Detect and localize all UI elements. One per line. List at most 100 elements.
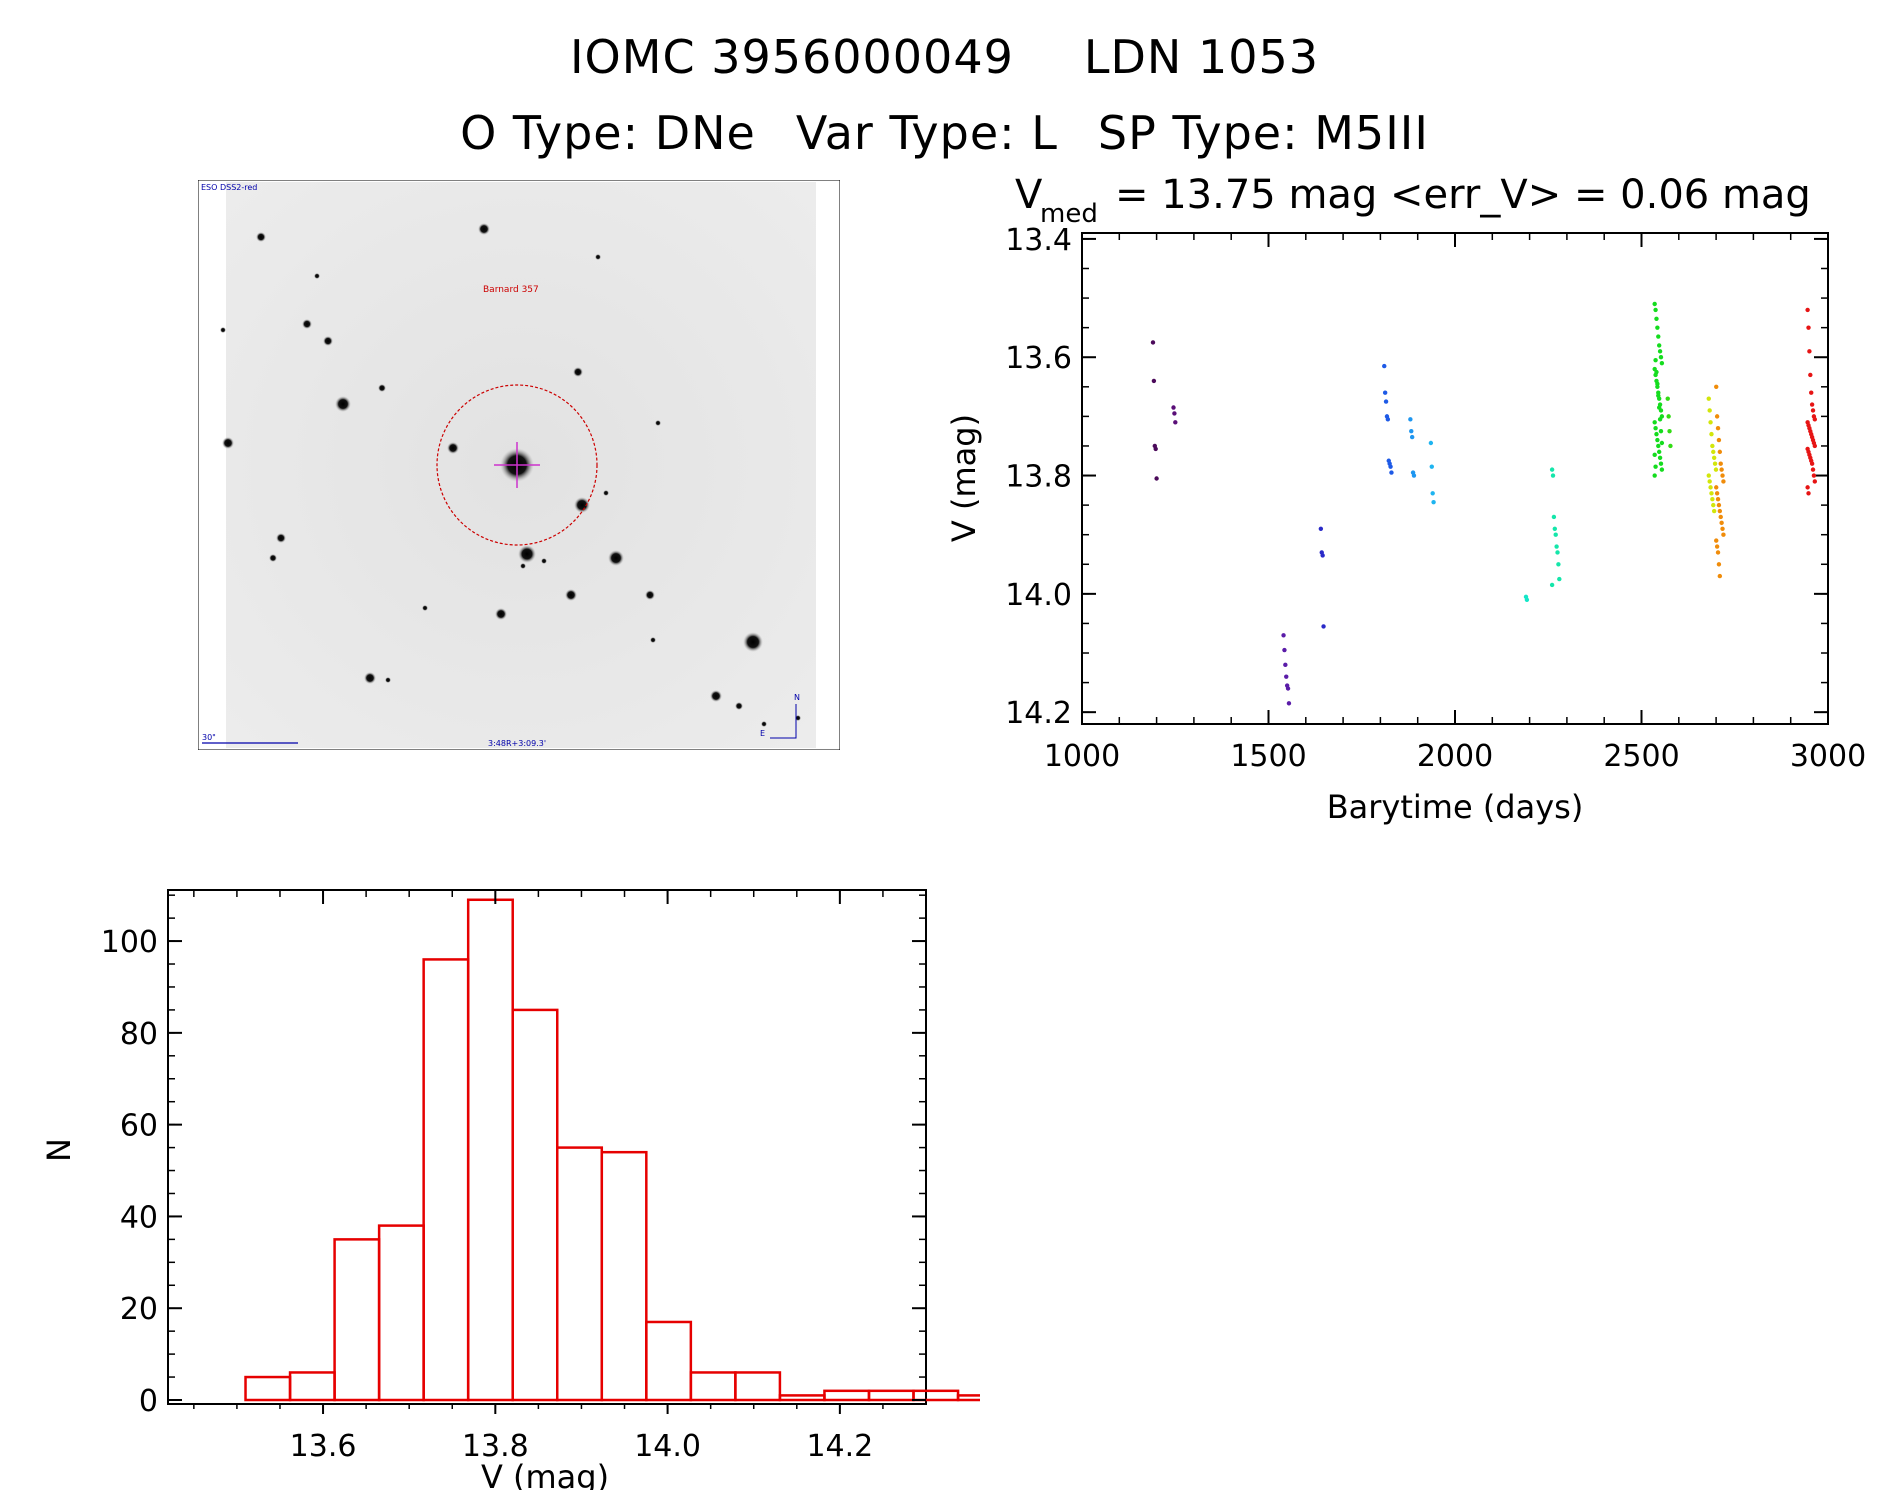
lc-point bbox=[1714, 544, 1720, 549]
hist-plot-frame bbox=[167, 889, 927, 1405]
histogram-chart: 13.6 13.8 14.0 14.2 0 20 40 60 80 100 V (mag) N bbox=[40, 889, 980, 1490]
lc-point bbox=[1286, 701, 1292, 706]
lc-point bbox=[1657, 349, 1663, 354]
star-17 bbox=[743, 632, 763, 652]
lc-point bbox=[1809, 402, 1815, 407]
lc-point bbox=[1809, 390, 1814, 395]
lc-axes: 1000 1500 2000 2500 3000 13.4 13.6 13.8 14.0 14.2 bbox=[1005, 223, 1866, 774]
lc-point bbox=[1321, 624, 1326, 629]
star-7 bbox=[541, 558, 547, 564]
lc-point bbox=[1431, 499, 1436, 505]
star-13 bbox=[447, 442, 459, 454]
hist-bar bbox=[466, 898, 514, 1402]
lc-point bbox=[1805, 485, 1810, 490]
star-28 bbox=[385, 677, 391, 683]
object-name: LDN 1053 bbox=[1083, 30, 1320, 84]
star-32 bbox=[650, 637, 656, 643]
lc-point bbox=[1429, 464, 1434, 469]
lc-point bbox=[1809, 461, 1815, 466]
lc-point bbox=[1653, 464, 1658, 469]
star-12 bbox=[378, 384, 386, 392]
star-6 bbox=[518, 545, 536, 563]
lc-point bbox=[1552, 526, 1558, 531]
lc-point bbox=[1655, 325, 1660, 330]
survey-label: ESO DSS2-red bbox=[201, 183, 257, 192]
lc-point bbox=[1556, 562, 1561, 567]
sptype-value: M5III bbox=[1314, 106, 1429, 160]
lc-point bbox=[1668, 443, 1673, 449]
lc-ytick-label: 13.6 bbox=[1005, 341, 1072, 376]
lc-point bbox=[1807, 349, 1812, 354]
lc-point bbox=[1652, 452, 1657, 458]
compass-north: N bbox=[794, 693, 800, 702]
lc-point bbox=[1709, 491, 1714, 496]
lc-point bbox=[1285, 686, 1291, 691]
lc-point bbox=[1428, 440, 1434, 446]
lc-point bbox=[1707, 479, 1712, 484]
lc-point bbox=[1656, 443, 1661, 449]
lc-point bbox=[1707, 408, 1712, 413]
lc-point bbox=[1717, 449, 1723, 455]
hist-bar bbox=[823, 1389, 871, 1402]
lc-point bbox=[1652, 301, 1657, 307]
hist-bar bbox=[422, 958, 470, 1402]
star-9 bbox=[565, 589, 577, 601]
star-4 bbox=[574, 497, 590, 513]
lc-point bbox=[1812, 443, 1818, 449]
hist-xlabel: V (mag) bbox=[481, 1458, 609, 1490]
lc-ytick-label: 13.8 bbox=[1005, 460, 1072, 495]
hist-ytick-label: 0 bbox=[139, 1384, 158, 1419]
hist-axes: 13.6 13.8 14.0 14.2 0 20 40 60 80 100 bbox=[101, 890, 926, 1464]
hist-bar bbox=[377, 1224, 425, 1402]
lc-point bbox=[1710, 443, 1715, 449]
lc-point bbox=[1430, 491, 1435, 496]
hist-ytick-label: 40 bbox=[120, 1200, 158, 1235]
lc-point bbox=[1549, 467, 1555, 472]
lc-point bbox=[1653, 307, 1658, 313]
lc-point bbox=[1658, 428, 1664, 434]
lc-point bbox=[1718, 514, 1723, 520]
lc-point bbox=[1711, 508, 1717, 514]
star-19 bbox=[735, 702, 743, 710]
lc-point bbox=[1659, 360, 1665, 366]
lc-point bbox=[1811, 473, 1817, 478]
star-21 bbox=[364, 672, 376, 684]
hist-bar bbox=[912, 1389, 960, 1402]
lc-point bbox=[1656, 343, 1662, 348]
hist-bar bbox=[600, 1150, 648, 1402]
lc-point bbox=[1714, 491, 1720, 496]
lc-point bbox=[1151, 378, 1157, 384]
lc-point bbox=[1657, 417, 1663, 422]
light-curve-chart: V med = 13.75 mag <err_V> = 0.06 mag 100… bbox=[945, 172, 1866, 826]
star-11 bbox=[335, 396, 351, 412]
lc-point bbox=[1659, 467, 1665, 472]
star-16 bbox=[645, 590, 655, 600]
finder-image: ESO DSS2-red Barnard 357 30" 3:48R+3:09.… bbox=[198, 180, 840, 750]
hist-bar bbox=[778, 1394, 826, 1402]
lc-point bbox=[1718, 461, 1723, 466]
lc-title-prefix: V bbox=[1015, 172, 1043, 218]
star-field bbox=[220, 223, 801, 727]
lc-point bbox=[1708, 485, 1713, 490]
lc-point bbox=[1716, 502, 1722, 508]
star-14 bbox=[323, 336, 333, 346]
sptype-label: SP Type: bbox=[1097, 106, 1299, 160]
hist-bars bbox=[244, 898, 980, 1402]
lc-point bbox=[1524, 597, 1530, 602]
lc-point bbox=[1652, 420, 1657, 425]
lc-points bbox=[1150, 301, 1818, 706]
lc-point bbox=[1710, 497, 1715, 502]
lc-point bbox=[1810, 408, 1816, 413]
lc-point bbox=[1283, 662, 1288, 668]
star-1 bbox=[478, 223, 490, 235]
star-3 bbox=[573, 367, 583, 377]
hist-bar bbox=[645, 1320, 693, 1402]
hist-xtick-label: 13.8 bbox=[462, 1429, 529, 1464]
lc-title-sub: med bbox=[1040, 199, 1098, 229]
lc-point bbox=[1656, 405, 1662, 410]
lc-point bbox=[1654, 431, 1659, 437]
lc-point bbox=[1655, 381, 1660, 387]
lc-ytick-label: 14.0 bbox=[1005, 578, 1072, 613]
lc-point bbox=[1408, 417, 1413, 422]
vartype-label: Var Type: bbox=[795, 106, 1016, 160]
